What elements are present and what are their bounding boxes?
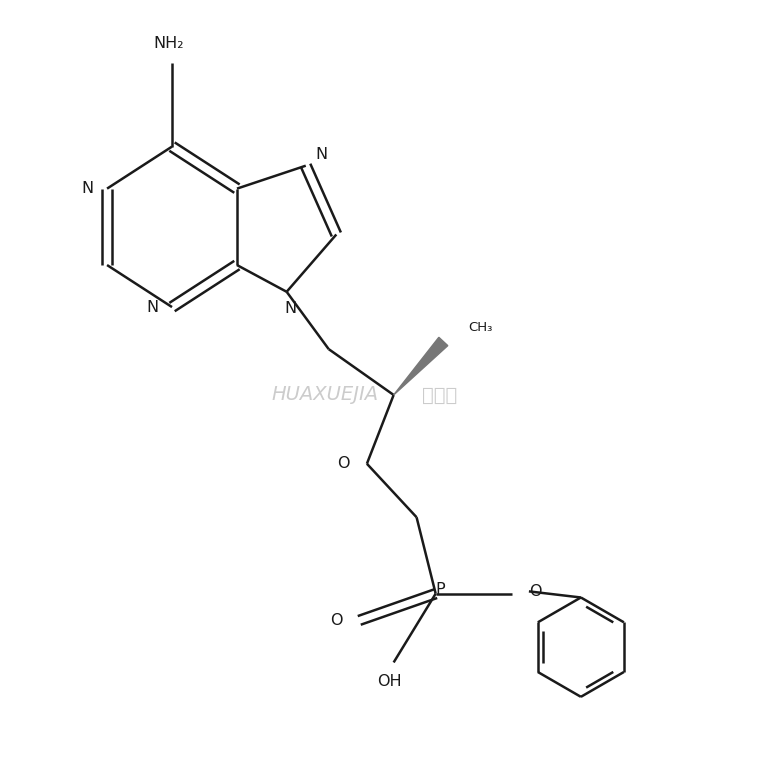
- Text: P: P: [435, 581, 445, 597]
- Polygon shape: [394, 337, 448, 395]
- Text: O: O: [337, 456, 350, 471]
- Text: NH₂: NH₂: [153, 36, 184, 51]
- Text: CH₃: CH₃: [468, 321, 492, 334]
- Text: O: O: [529, 584, 541, 599]
- Text: N: N: [315, 147, 327, 163]
- Text: N: N: [81, 181, 93, 196]
- Text: 化学加: 化学加: [422, 386, 457, 404]
- Text: N: N: [284, 301, 296, 316]
- Text: OH: OH: [378, 674, 402, 689]
- Text: O: O: [330, 613, 343, 628]
- Text: HUAXUEJIA: HUAXUEJIA: [271, 386, 378, 404]
- Text: N: N: [146, 300, 158, 314]
